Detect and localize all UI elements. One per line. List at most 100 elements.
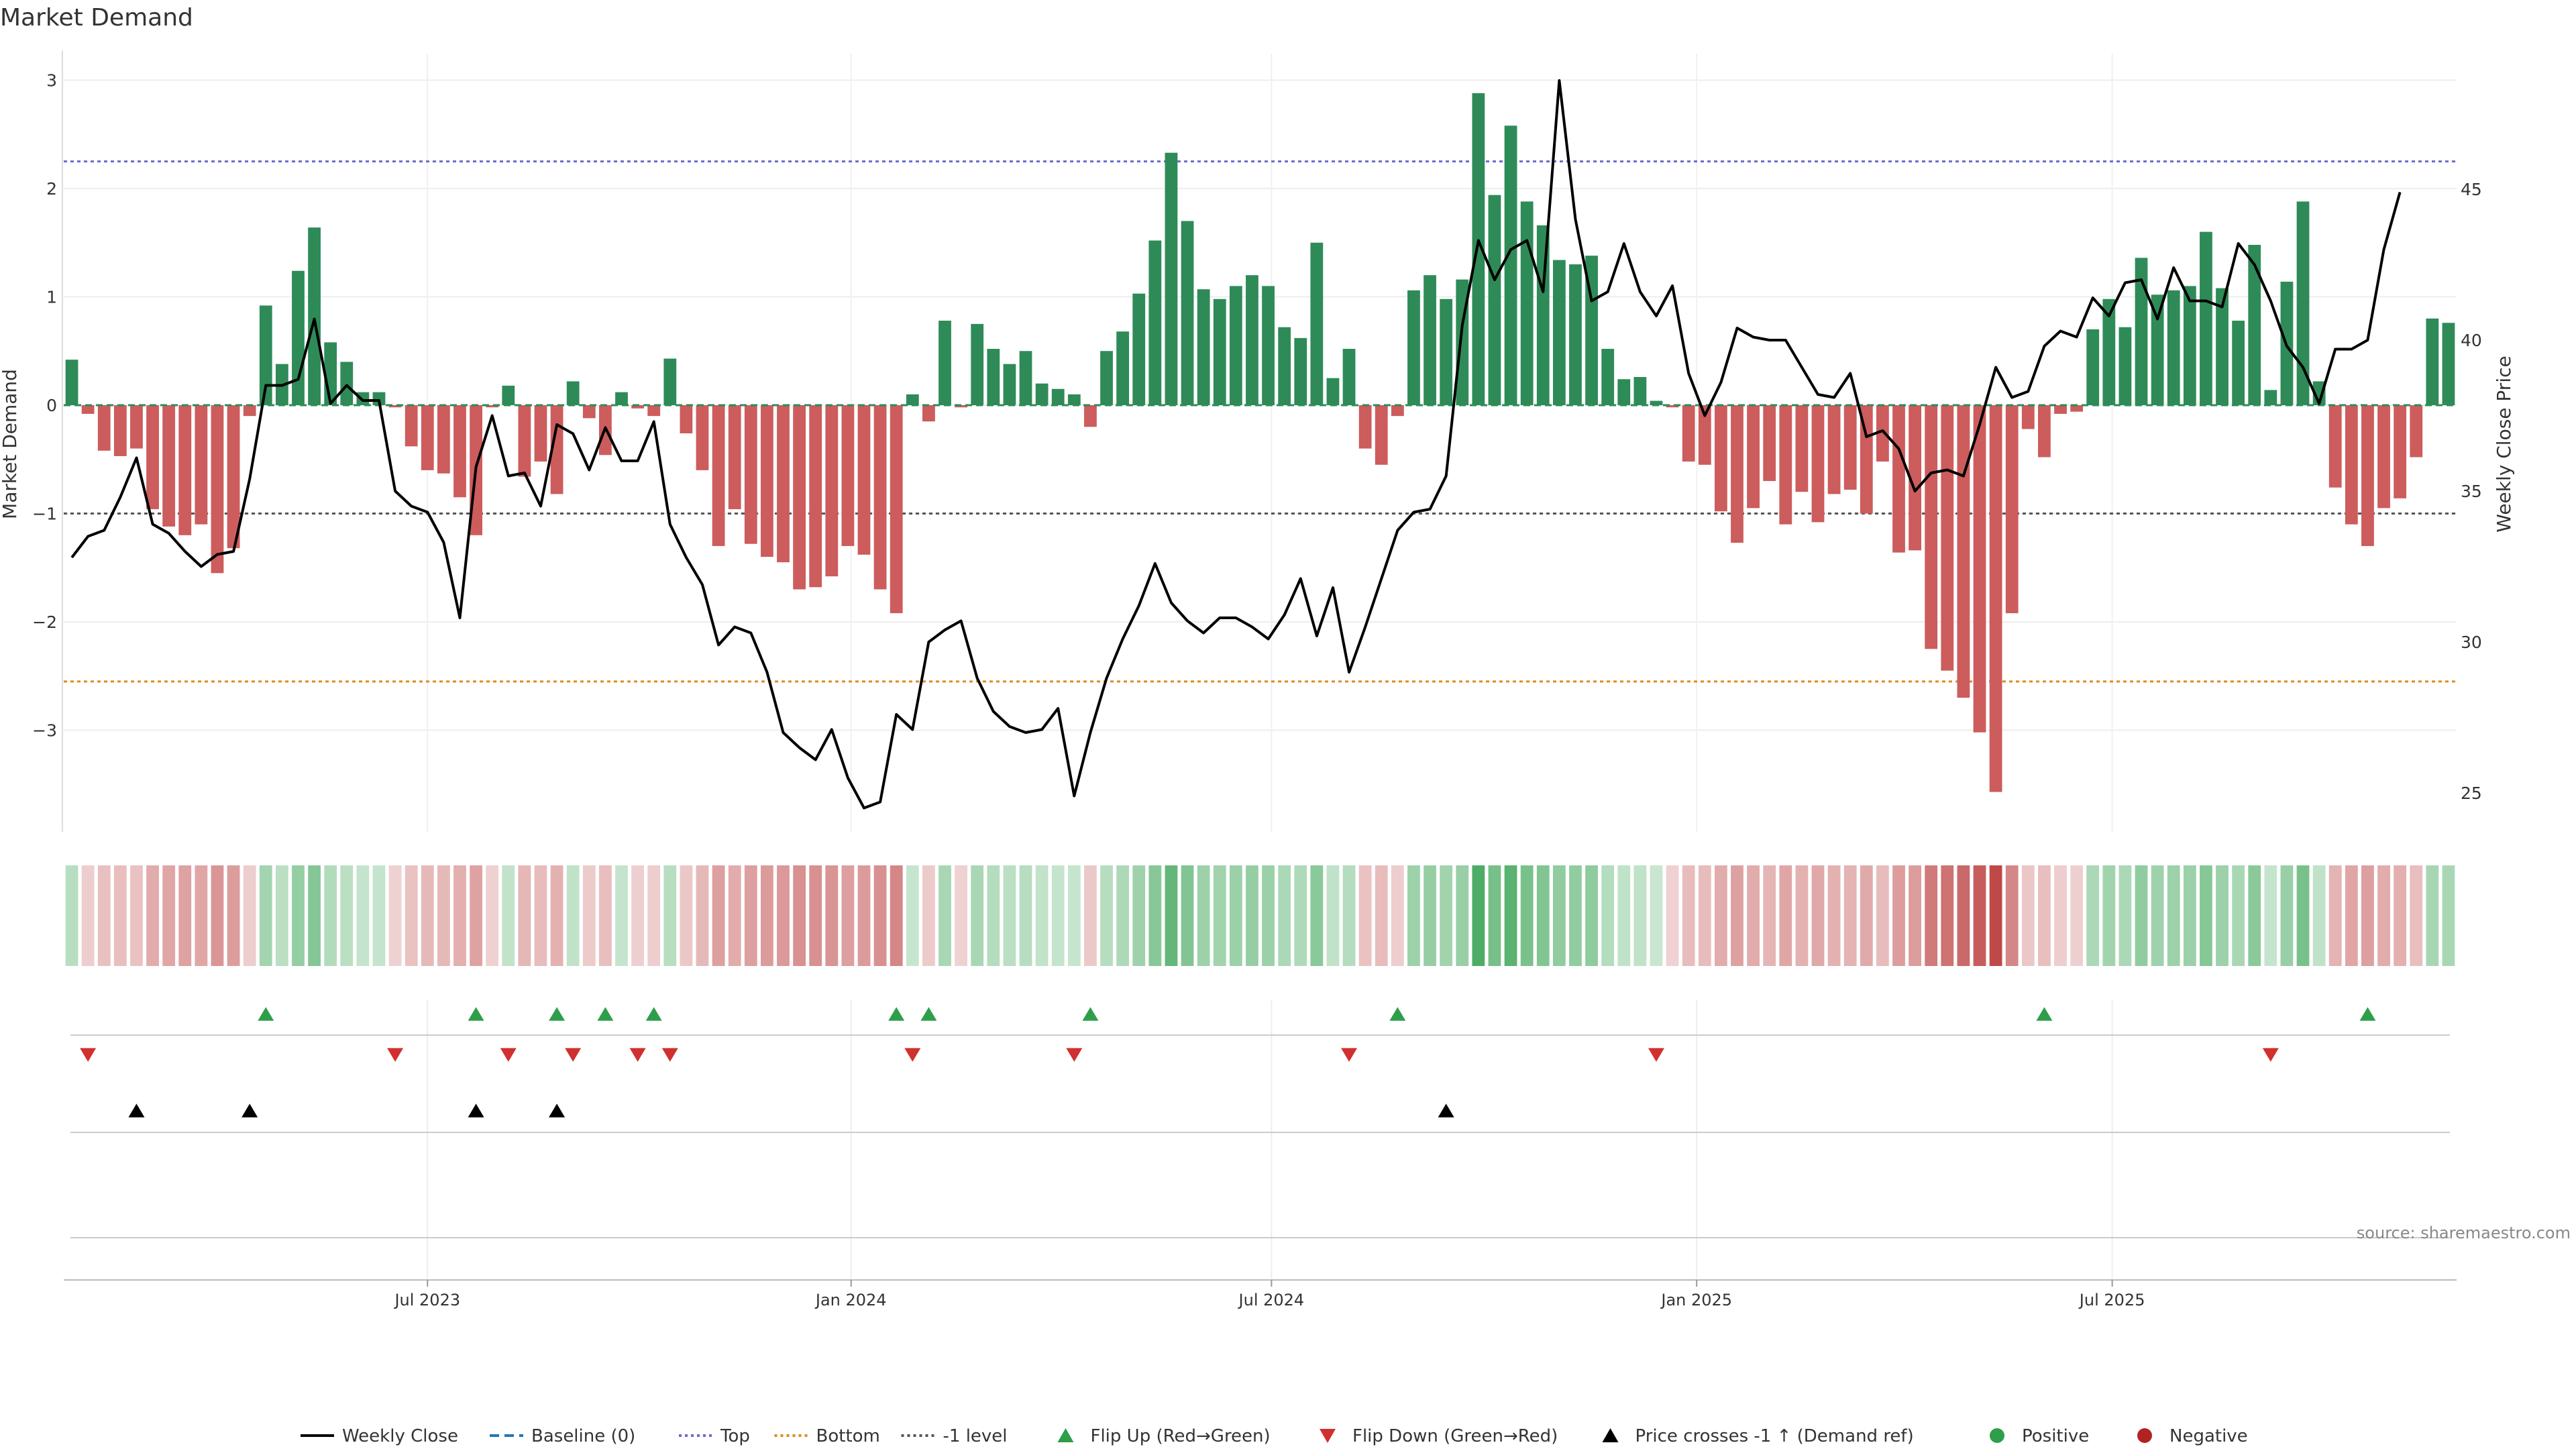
demand-bar [857,405,871,555]
heat-cell [2361,865,2374,966]
weekly-close-line [70,79,2402,810]
heat-cell [1326,865,1340,966]
gridlines [64,54,2457,1281]
y-tick-label: 1 [46,288,57,307]
flip-up-marker [597,1007,614,1021]
demand-bar [1795,405,1809,492]
demand-bar [1278,327,1291,405]
flip-down-marker [565,1048,582,1062]
heat-cell [761,865,773,966]
demand-bar [2296,201,2310,405]
heat-cell [1892,865,1905,966]
demand-bar [1827,405,1841,494]
heat-cell [793,865,806,966]
heat-cell [1779,865,1792,966]
demand-bar [2216,288,2229,405]
heat-cell [1019,865,1032,966]
flip-up-marker [2036,1007,2053,1021]
demand-bar [243,405,256,417]
demand-bar [421,405,434,470]
demand-bar [890,405,903,614]
demand-bar [211,405,224,574]
axes: 3 2 1 0 −1 −2 −3 45 40 35 30 25 Jul 2023 Jan 2024 Jul … [32,50,2482,1309]
demand-bar [1504,125,1517,405]
y2-axis-label: Weekly Close Price [2493,356,2515,532]
flip-up-marker [2359,1007,2376,1021]
heat-cell [1925,865,1938,966]
demand-bar [615,392,628,405]
y-tick-label: 3 [46,71,57,91]
flip-up-marker [920,1007,937,1021]
price-cross-marker [549,1104,566,1118]
heat-cell [663,865,677,966]
heat-cell [1520,865,1534,966]
heat-cell [65,865,78,966]
legend-label: Baseline (0) [531,1426,635,1446]
demand-bar [2361,405,2374,546]
demand-bar [1197,289,1210,405]
demand-bar [1633,377,1647,405]
demand-bar [178,405,192,535]
demand-bar [1585,256,1598,405]
heat-cell [1698,865,1711,966]
demand-bar [162,405,176,527]
demand-bar [744,405,757,544]
heat-cell [1391,865,1404,966]
demand-bar [1941,405,1954,671]
demand-bar [1294,337,1307,405]
heat-cell [2118,865,2132,966]
price-cross-marker [128,1104,145,1118]
legend-swatch [1057,1428,1074,1442]
heat-cell [906,865,919,966]
heat-cell [1585,865,1598,966]
demand-bar [2410,405,2423,458]
demand-bar [566,381,580,405]
heat-cell [81,865,95,966]
heat-cell [1633,865,1647,966]
demand-bar [453,405,466,498]
demand-bar [502,385,515,405]
demand-bar [1925,405,1938,649]
demand-bar [486,405,499,408]
demand-bar [2021,405,2035,429]
y2-tick-label: 35 [2461,482,2482,501]
demand-bar [1601,349,1615,405]
demand-bar [518,405,531,477]
heat-cell [1488,865,1501,966]
flip-down-marker [1066,1048,1083,1062]
demand-bar [2248,244,2261,405]
heat-cell [486,865,499,966]
demand-bar [1326,378,1340,405]
y2-tick-label: 30 [2461,633,2482,652]
heat-strip [65,865,2455,966]
heat-cell [1731,865,1743,966]
heat-cell [1294,865,1307,966]
demand-bar [2377,405,2390,508]
heat-cell [1197,865,1210,966]
demand-bar [1536,225,1550,405]
demand-bar [65,360,78,405]
heat-cell [1278,865,1291,966]
y-tick-label: 2 [46,179,57,199]
heat-cell [340,865,354,966]
heat-cell [178,865,192,966]
heat-cell [2296,865,2310,966]
flip-down-marker [661,1048,678,1062]
heat-cell [631,865,644,966]
demand-bar [2070,405,2084,412]
heat-cell [356,865,370,966]
demand-bar [1666,405,1679,408]
flip-down-marker [387,1048,404,1062]
heat-cell [2216,865,2229,966]
heat-cell [405,865,418,966]
heat-cell [2151,865,2164,966]
demand-bar [582,405,596,419]
x-tick-label: Jul 2025 [2078,1291,2145,1309]
demand-bar [1876,405,1889,462]
heat-cell [873,865,887,966]
demand-bar [809,405,822,588]
heat-cell [550,865,564,966]
heat-cell [227,865,240,966]
heat-cell [437,865,450,966]
demand-bar [1779,405,1792,525]
